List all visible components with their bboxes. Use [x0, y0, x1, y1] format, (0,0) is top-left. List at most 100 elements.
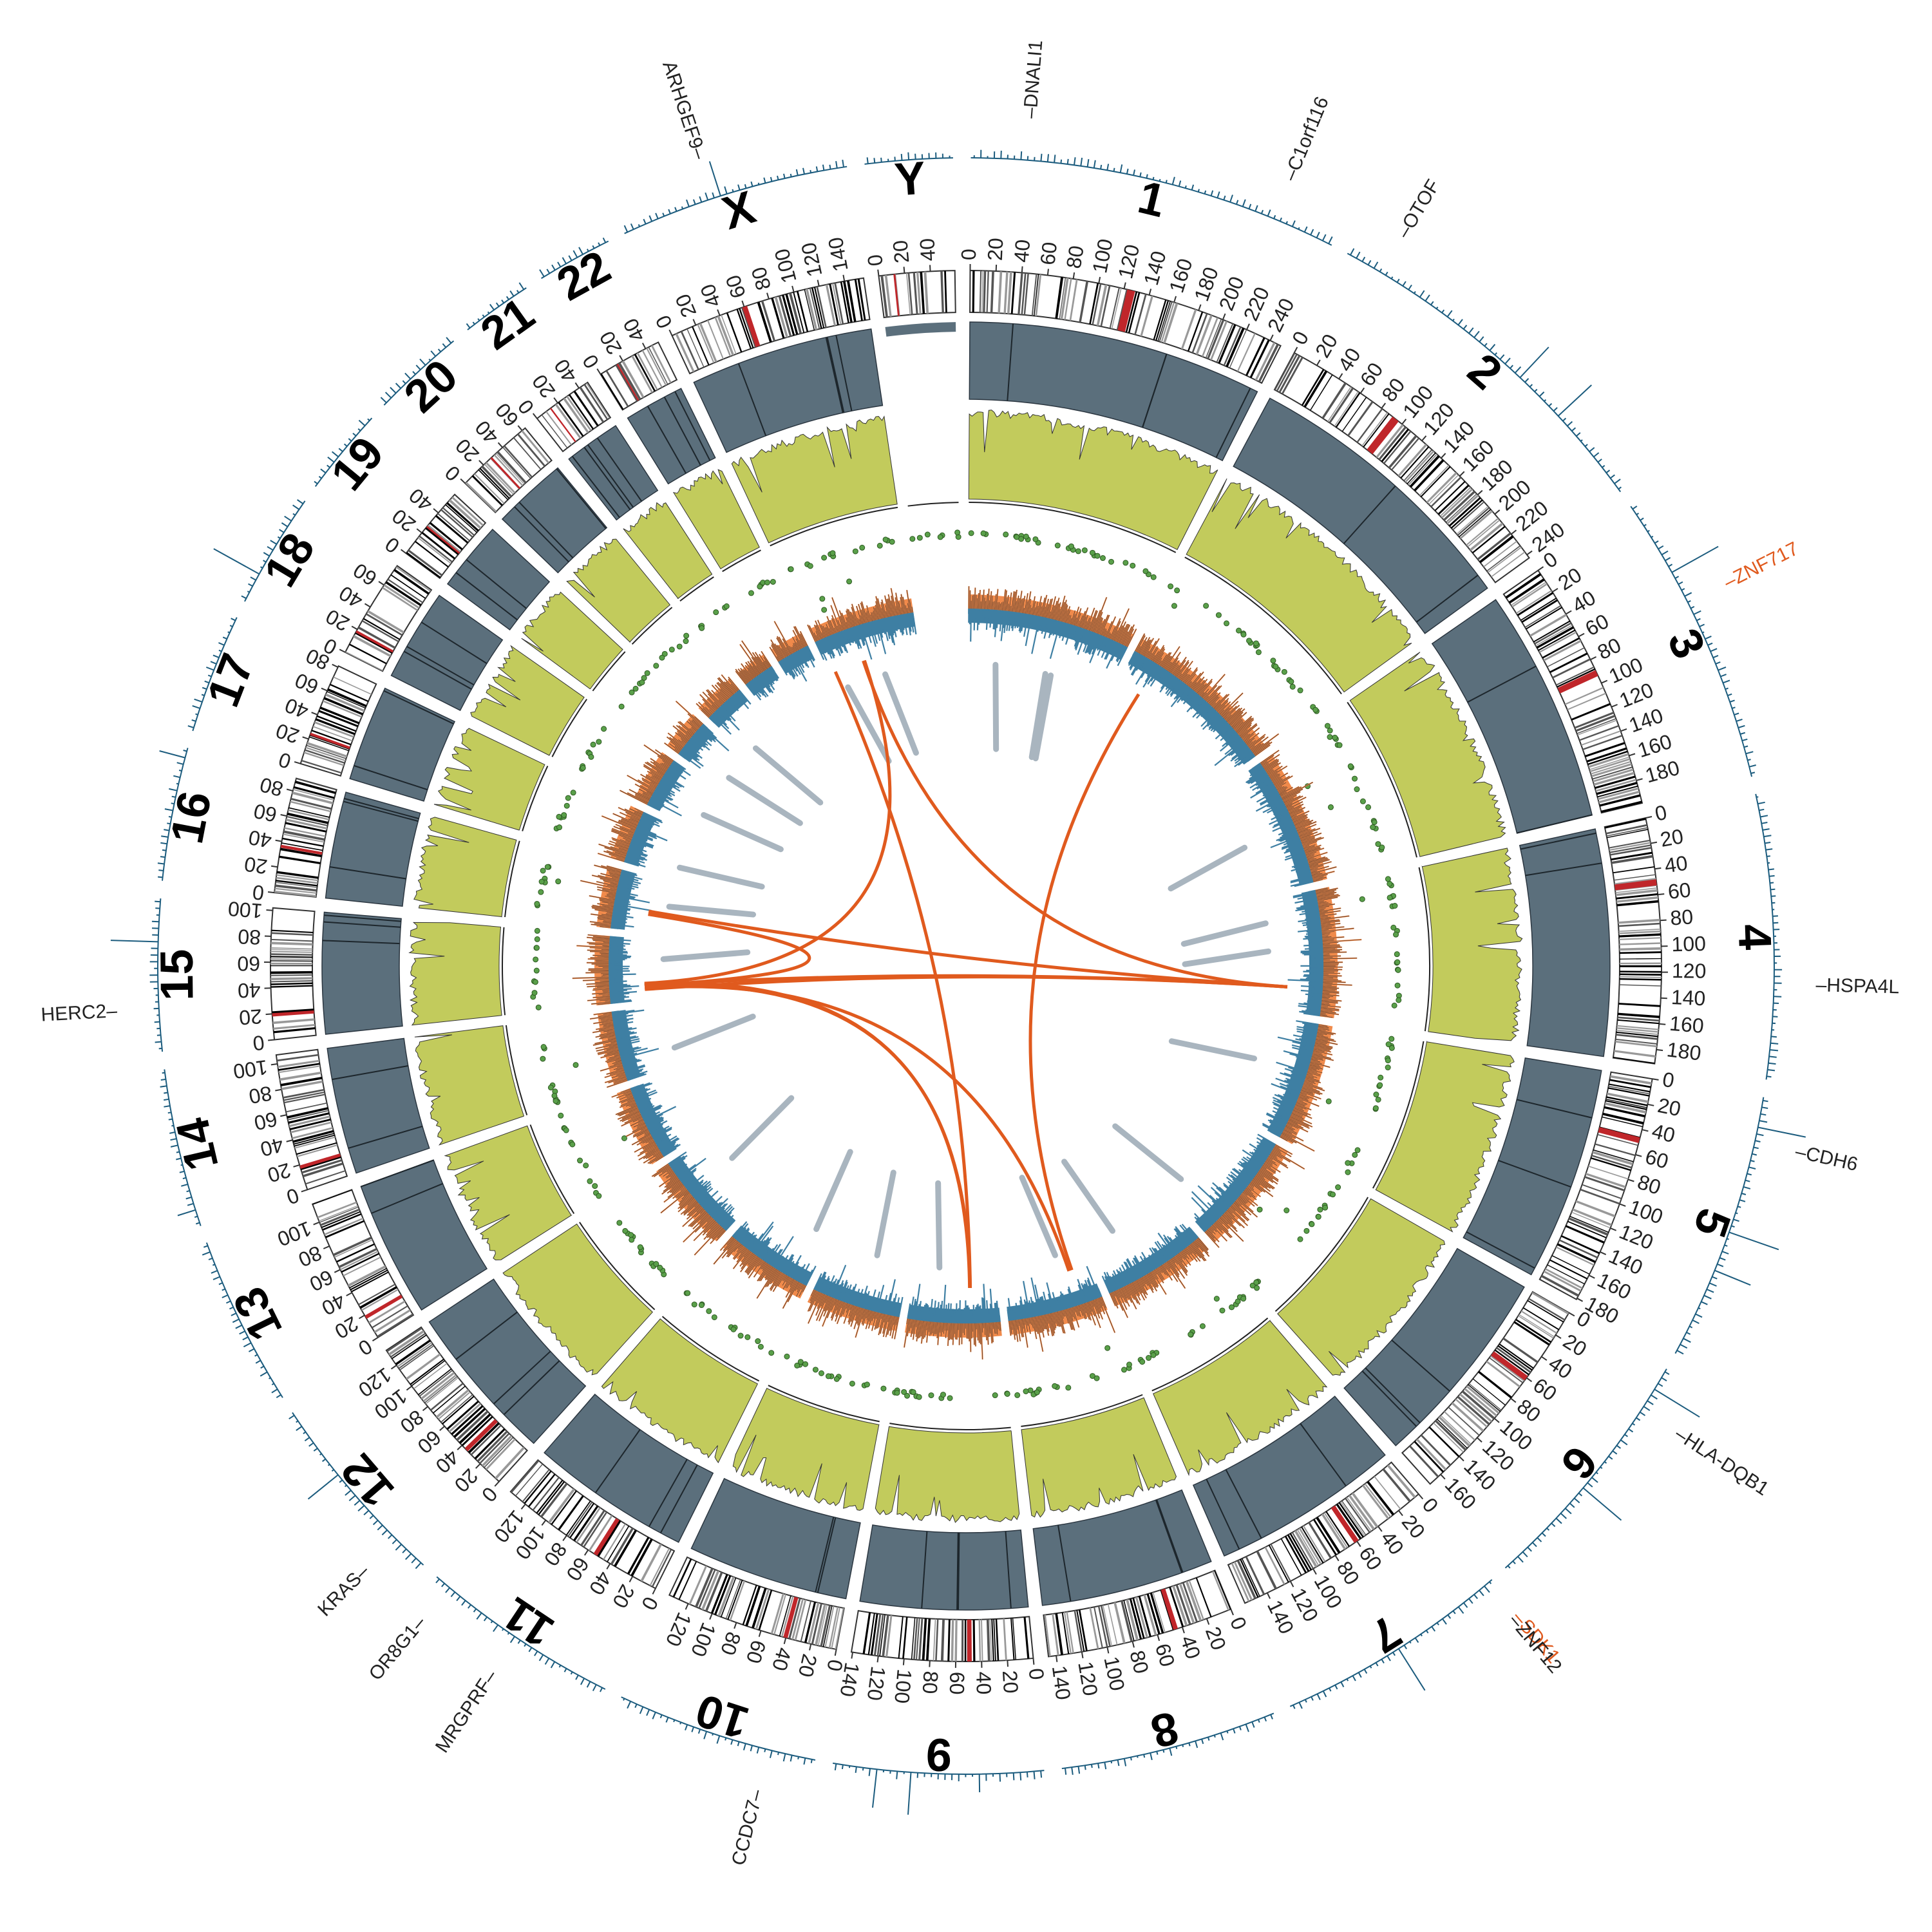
cytoband — [816, 286, 827, 328]
cytoband — [532, 1477, 560, 1511]
snv-point — [533, 956, 539, 963]
cytoband — [322, 700, 363, 718]
translocation-link — [644, 913, 811, 988]
baf-area — [502, 1223, 653, 1376]
tick-label: 20 — [670, 290, 701, 321]
cytoband — [1616, 1029, 1658, 1036]
snv-point — [713, 609, 719, 616]
tick-mark — [1032, 1658, 1035, 1665]
cnv-segment — [859, 1524, 1029, 1611]
snv-point — [711, 1314, 717, 1320]
cytoband — [757, 301, 772, 343]
outer-signal-spikes — [1676, 1099, 1806, 1355]
cytoband — [292, 1130, 334, 1143]
cytoband — [451, 1405, 484, 1435]
chromosome-ideogram-11 — [509, 1459, 676, 1589]
cytoband — [815, 1604, 826, 1645]
chromosome-ideogram-21 — [536, 381, 612, 453]
outer-signal-spikes — [1350, 248, 1622, 490]
tick-mark — [321, 687, 328, 692]
cnv-breakpoint — [403, 650, 472, 690]
cytoband — [1609, 839, 1651, 849]
cytoband — [605, 370, 629, 407]
snv-point — [1354, 1147, 1361, 1153]
snv-point — [1390, 924, 1397, 931]
cytoband — [918, 1618, 923, 1660]
snv-point — [876, 542, 883, 549]
tick-mark — [834, 1649, 837, 1656]
tick-label: 0 — [578, 350, 603, 372]
tick-mark — [1620, 728, 1627, 732]
cytoband — [829, 283, 839, 325]
cytoband — [327, 691, 366, 709]
outer-signal-baseline — [1674, 1097, 1765, 1354]
snv-point — [1327, 804, 1334, 810]
outer-signal-baseline — [1347, 252, 1622, 493]
cytoband — [307, 742, 348, 758]
cytoband — [1572, 1208, 1612, 1226]
cytoband — [377, 1313, 413, 1338]
cnv-breakpoint — [1215, 388, 1251, 458]
cytoband — [1409, 455, 1440, 488]
tick-mark — [1511, 529, 1517, 535]
cnv-breakpoint — [1225, 1469, 1262, 1539]
cnv-breakpoint — [343, 800, 419, 822]
tick-mark — [475, 1463, 481, 1469]
snv-point — [1395, 967, 1401, 973]
cytoband — [287, 812, 329, 824]
tick-label: 0 — [252, 1031, 266, 1056]
cytoband — [923, 271, 929, 314]
snv-point — [748, 590, 754, 596]
cytoband — [770, 1593, 784, 1634]
snv-point — [794, 1362, 800, 1368]
snv-point — [632, 685, 639, 692]
coverage-outline — [1009, 1296, 1115, 1352]
snv-point — [1034, 1389, 1040, 1396]
cnv-breakpoint — [1467, 665, 1537, 703]
snv-point — [563, 1127, 569, 1133]
tick-mark — [1459, 471, 1465, 477]
tick-label: 0 — [320, 634, 341, 659]
cnv-breakpoint — [571, 455, 620, 518]
cytoband — [1619, 965, 1662, 967]
snv-point — [1336, 742, 1343, 748]
gene-label: KRAS– — [314, 1560, 374, 1620]
cytoband — [1428, 474, 1459, 505]
cnv-breakpoint — [518, 502, 574, 558]
snv-point — [596, 1193, 602, 1199]
tick-mark — [332, 663, 339, 668]
snv-point — [1388, 1045, 1395, 1051]
cytoband — [610, 1528, 634, 1565]
coverage-negative — [1007, 1265, 1103, 1321]
cytoband — [688, 1565, 708, 1605]
cytoband — [1496, 1347, 1531, 1373]
snv-point — [1377, 1082, 1383, 1088]
baf-area — [623, 502, 713, 599]
cytoband — [879, 1615, 886, 1656]
cytoband — [964, 1619, 967, 1662]
cytoband — [324, 1217, 364, 1236]
snv-point — [770, 578, 776, 585]
snv-point — [1003, 531, 1009, 538]
tick-label: 40 — [972, 1671, 996, 1694]
tick-label: 120 — [1074, 1660, 1102, 1698]
snv-point — [1099, 555, 1106, 562]
cytoband — [1437, 1419, 1468, 1449]
cytoband — [1152, 1592, 1166, 1633]
cytoband — [272, 1009, 314, 1014]
snv-point — [1378, 1074, 1384, 1081]
coverage-outline — [807, 588, 913, 642]
snv-point — [1394, 982, 1401, 989]
cytoband — [287, 1107, 328, 1119]
cnv-breakpoint — [648, 1459, 688, 1527]
coverage-negative — [745, 666, 779, 701]
tick-mark — [596, 368, 601, 375]
snv-point — [1387, 895, 1393, 901]
cytoband — [1294, 1530, 1318, 1567]
snv-point — [587, 1178, 593, 1184]
cnv-breakpoint — [1155, 1499, 1183, 1573]
cnv-breakpoint — [514, 506, 569, 563]
cytoband — [820, 1605, 831, 1647]
tick-label: 0 — [283, 1184, 301, 1209]
cytoband — [729, 1580, 746, 1621]
